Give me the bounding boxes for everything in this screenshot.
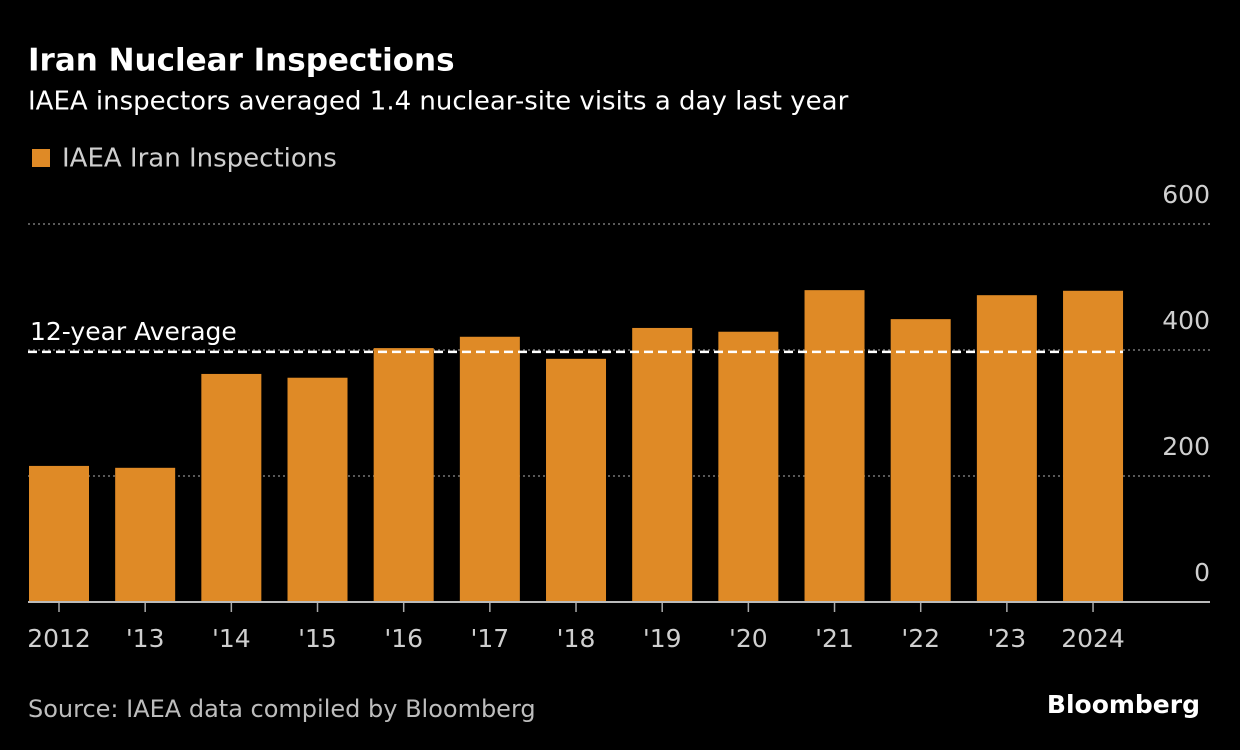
bar (804, 290, 865, 602)
chart-subtitle: IAEA inspectors averaged 1.4 nuclear-sit… (28, 87, 849, 117)
x-tick-label: '21 (815, 624, 854, 653)
bar (546, 358, 607, 602)
y-tick-label: 400 (1162, 306, 1210, 335)
bar (718, 331, 779, 602)
x-tick-label: 2012 (27, 624, 91, 653)
bar (890, 319, 951, 602)
bar (1063, 290, 1124, 602)
bar (976, 295, 1037, 602)
x-tick-label: 2024 (1061, 624, 1125, 653)
x-tick-label: '18 (557, 624, 596, 653)
brand-logo: Bloomberg (1047, 690, 1200, 719)
x-tick-label: '17 (471, 624, 510, 653)
bar (373, 348, 434, 602)
x-tick-label: '15 (298, 624, 337, 653)
chart-title: Iran Nuclear Inspections (28, 43, 455, 79)
bar (287, 377, 348, 602)
legend-label: IAEA Iran Inspections (62, 144, 337, 174)
x-tick-label: '22 (901, 624, 940, 653)
x-tick-label: '20 (729, 624, 768, 653)
y-tick-label: 0 (1194, 558, 1210, 587)
bar (632, 327, 693, 602)
x-tick-label: '13 (126, 624, 165, 653)
average-label: 12-year Average (30, 317, 237, 346)
x-tick-label: '19 (643, 624, 682, 653)
bar (29, 465, 89, 602)
x-tick-label: '14 (212, 624, 251, 653)
x-tick-label: '16 (384, 624, 423, 653)
legend-swatch (32, 149, 50, 167)
x-tick-label: '23 (988, 624, 1027, 653)
bar (115, 467, 176, 602)
bar (459, 336, 520, 602)
bar (201, 373, 262, 602)
source-note: Source: IAEA data compiled by Bloomberg (28, 695, 536, 723)
y-tick-label: 600 (1162, 180, 1210, 209)
y-tick-label: 200 (1162, 432, 1210, 461)
